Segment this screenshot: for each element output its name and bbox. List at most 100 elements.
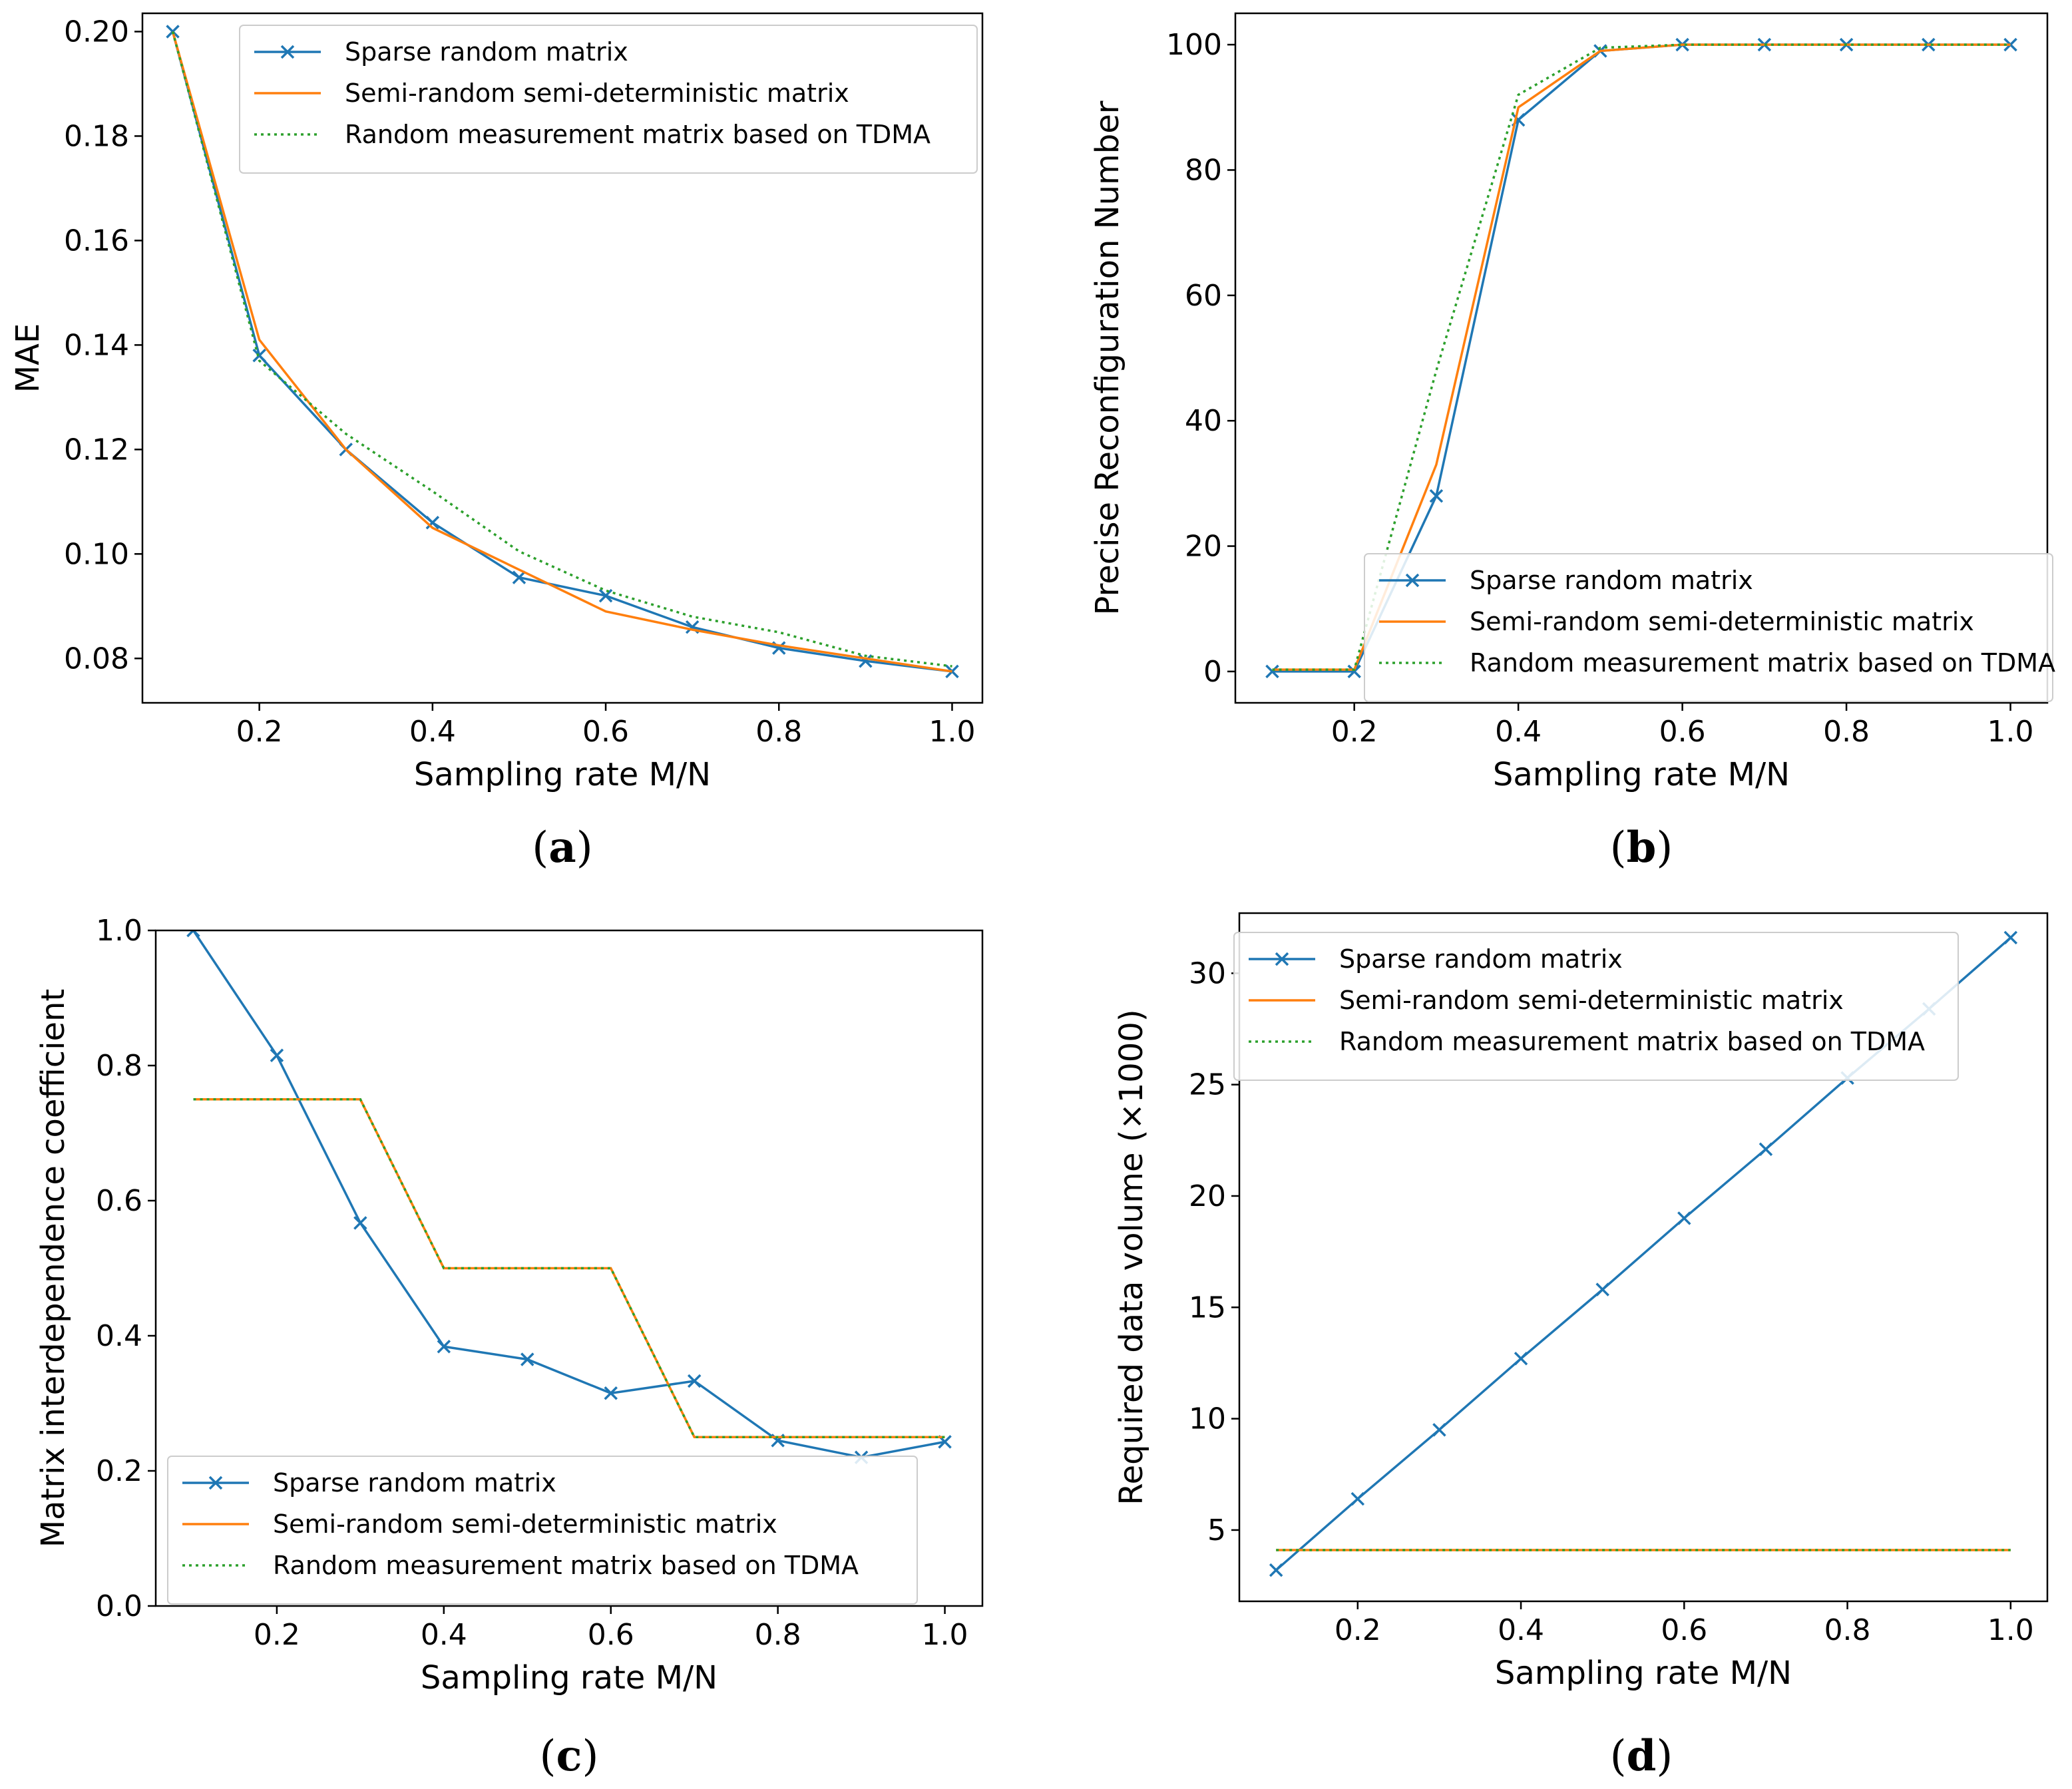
legend: Sparse random matrix Semi-random semi-det… [239,25,978,174]
y-tick-label: 25 [1189,1068,1226,1102]
panel-c: 0.2 0.4 0.6 0.8 1.0 0.0 0.2 0.4 0.6 0.8 1.0 Samplin… [35,914,984,1781]
x-axis-label: Sampling rate M/N [1495,1655,1792,1692]
y-tick-label: 0.2 [96,1454,142,1488]
y-tick-label: 20 [1189,1179,1226,1213]
point-sparse-4 [520,1352,534,1366]
point-sparse-5 [1677,1211,1691,1225]
x-tick-label: 0.8 [1824,1613,1871,1647]
legend-box [239,25,978,174]
point-sparse-6 [687,1374,702,1388]
x-tick-label: 0.2 [1331,715,1378,749]
x-tick-label: 0.4 [409,715,456,749]
y-tick-label: 60 [1185,279,1222,313]
axes-frame [154,929,984,1607]
legend-label-semi: Semi-random semi-deterministic matrix [273,1509,777,1539]
x-tick-label: 0.6 [1659,715,1706,749]
point-sparse-2 [1429,489,1444,503]
y-tick-label: 0.0 [96,1589,142,1623]
point-sparse-3 [425,515,440,530]
x-tick-label: 0.2 [236,715,283,749]
y-tick-label: 0.4 [96,1319,142,1353]
y-tick-label: 15 [1189,1291,1226,1324]
series-line-tdma [193,1098,945,1439]
panel-caption: (c) [540,1731,599,1781]
x-axis-label: Sampling rate M/N [1493,756,1790,793]
legend-label-tdma: Random measurement matrix based on TDMA [345,120,931,149]
y-axis-label: MAE [9,323,47,393]
point-sparse-6 [1759,1142,1773,1156]
legend-label-semi: Semi-random semi-deterministic matrix [345,79,849,108]
y-tick-label: 0.08 [64,642,129,676]
y-tick-label: 0.20 [64,15,129,49]
point-sparse-1 [1350,1491,1365,1506]
plot-area [166,25,959,679]
point-sparse-1 [270,1048,284,1063]
y-tick-label: 0.18 [64,119,129,153]
x-tick-label: 1.0 [929,715,975,749]
plot-area [186,930,952,1464]
series-line-sparse [192,930,945,1459]
legend-label-sparse: Sparse random matrix [345,37,628,67]
y-tick-label: 30 [1189,956,1226,990]
legend-label-tdma: Random measurement matrix based on TDMA [273,1551,859,1580]
point-sparse-0 [1269,1563,1283,1577]
y-tick-label: 0.14 [64,328,129,362]
axes-frame [141,12,984,704]
x-axis-label: Sampling rate M/N [421,1659,718,1696]
legend-box [167,1456,918,1605]
series-line-semi [171,31,952,673]
x-tick-label: 0.2 [1335,1613,1381,1647]
point-sparse-1 [1347,664,1361,679]
y-axis-label: Matrix interdependence coefficient [35,989,72,1548]
point-sparse-4 [512,570,526,584]
x-tick-label: 0.4 [1495,715,1542,749]
legend-label-tdma: Random measurement matrix based on TDMA [1339,1027,1925,1056]
x-tick-label: 0.8 [1823,715,1870,749]
series-line-sparse [171,31,952,673]
legend-label-tdma: Random measurement matrix based on TDMA [1470,648,2055,678]
x-tick-label: 1.0 [1987,715,2034,749]
point-sparse-5 [604,1386,618,1400]
y-tick-label: 0.10 [64,537,129,571]
legend-label-semi: Semi-random semi-deterministic matrix [1339,986,1844,1015]
point-sparse-4 [1595,1283,1609,1296]
point-sparse-9 [2003,37,2017,52]
legend: Sparse random matrix Semi-random semi-det… [167,1456,918,1605]
point-sparse-2 [353,1216,367,1230]
y-tick-label: 10 [1189,1402,1226,1436]
point-sparse-0 [166,25,180,39]
y-tick-label: 0.16 [64,224,129,258]
x-tick-label: 0.4 [1498,1613,1544,1647]
y-tick-label: 80 [1185,153,1222,187]
axes-frame [1238,912,2049,1603]
legend: Sparse random matrix Semi-random semi-det… [1364,553,2055,702]
legend-box [1364,553,2053,702]
legend-label-sparse: Sparse random matrix [1470,566,1753,595]
y-axis-label: Required data volume (×1000) [1113,1009,1150,1505]
y-tick-label: 0.12 [64,433,129,467]
legend-label-sparse: Sparse random matrix [273,1468,556,1497]
x-tick-label: 0.2 [254,1618,300,1652]
point-sparse-1 [252,348,266,363]
legend-marker-sparse [280,45,295,59]
panel-caption: (b) [1610,823,1673,873]
point-sparse-9 [2003,930,2018,945]
y-tick-label: 5 [1207,1513,1226,1547]
x-tick-label: 0.6 [1661,1613,1707,1647]
panel-b: 0.2 0.4 0.6 0.8 1.0 0 20 40 60 80 100 Sampling rate… [1089,12,2055,873]
point-sparse-3 [437,1340,451,1354]
x-tick-label: 0.8 [755,1618,801,1652]
y-tick-label: 20 [1185,530,1222,564]
y-tick-label: 0 [1203,655,1222,689]
x-tick-label: 0.6 [582,715,629,749]
panel-a: 0.2 0.4 0.6 0.8 1.0 0.08 0.10 0.12 0.14 0.16 0.18 0… [9,12,984,873]
y-tick-label: 100 [1166,28,1222,62]
legend-label-sparse: Sparse random matrix [1339,944,1623,974]
x-tick-label: 0.4 [421,1618,467,1652]
legend-marker-sparse [1275,952,1289,966]
y-axis-label: Precise Reconfiguration Number [1089,100,1126,615]
point-sparse-2 [1432,1423,1446,1437]
x-axis-label: Sampling rate M/N [414,756,711,793]
point-sparse-3 [1514,1352,1528,1366]
